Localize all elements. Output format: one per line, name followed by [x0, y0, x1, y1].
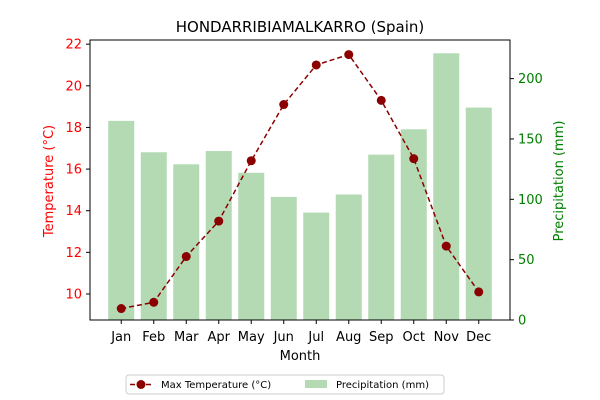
y-right-tick-label: 100: [518, 193, 543, 208]
legend-marker-swatch: [136, 380, 146, 389]
x-tick-label: May: [238, 330, 265, 345]
y-right-tick-label: 50: [518, 253, 535, 268]
x-tick-label: Aug: [336, 330, 361, 345]
temperature-point-jun: [279, 100, 289, 110]
temperature-point-dec: [474, 287, 484, 297]
precipitation-bars: [108, 53, 492, 321]
precipitation-bar-aug: [335, 194, 362, 320]
y-left-tick-label: 16: [65, 163, 82, 178]
x-tick-label: Jan: [110, 330, 131, 345]
x-tick-label: Jun: [273, 330, 294, 345]
x-tick-label: Dec: [466, 330, 491, 345]
precipitation-bar-nov: [433, 53, 460, 320]
y-right-tick-label: 150: [518, 132, 543, 147]
x-tick-label: Nov: [434, 330, 460, 345]
precipitation-bar-may: [238, 172, 265, 320]
y-right-tick-label: 0: [518, 314, 526, 329]
x-tick-label: Oct: [403, 330, 425, 345]
y-left-tick-label: 14: [65, 204, 82, 219]
precipitation-bar-mar: [173, 164, 200, 320]
precipitation-bar-sep: [368, 154, 395, 320]
temperature-point-nov: [441, 241, 451, 251]
temperature-line: [116, 50, 484, 314]
y-left-tick-label: 12: [65, 246, 82, 261]
y-right-tick-label: 200: [518, 72, 543, 87]
x-tick-label: Apr: [208, 330, 231, 345]
x-tick-label: Mar: [174, 330, 199, 345]
y-left-tick-label: 20: [65, 79, 82, 94]
precipitation-bar-feb: [140, 152, 167, 320]
precipitation-bar-jan: [108, 120, 135, 321]
x-axis-label: Month: [280, 349, 321, 364]
precipitation-bar-jun: [270, 196, 297, 320]
legend-entry-precipitation: Precipitation (mm): [336, 380, 429, 391]
chart-title: HONDARRIBIAMALKARRO (Spain): [176, 18, 425, 36]
precipitation-bar-jul: [303, 212, 330, 320]
y-axis-right-label: Precipitation (mm): [552, 121, 567, 242]
temperature-point-jul: [311, 60, 321, 70]
legend-entry-temperature: Max Temperature (°C): [161, 380, 271, 391]
temperature-polyline: [121, 53, 480, 310]
plot-frame: [89, 39, 511, 321]
y-left-tick-label: 18: [65, 121, 82, 136]
y-axis-left-label: Temperature (°C): [42, 125, 57, 238]
temperature-point-apr: [214, 216, 224, 226]
temperature-point-feb: [149, 297, 159, 307]
temperature-point-may: [246, 156, 256, 166]
temperature-point-aug: [344, 50, 354, 60]
x-tick-label: Jul: [307, 330, 324, 345]
x-tick-label: Sep: [369, 330, 394, 345]
temperature-point-sep: [376, 95, 386, 105]
x-tick-label: Feb: [142, 330, 165, 345]
y-left-tick-label: 22: [65, 38, 82, 53]
axes: 10 12 14 16 18 20 22 0 50 100 150 200 Jan Feb Mar Apr Ma…: [65, 38, 542, 345]
legend: Max Temperature (°C) Precipitation (mm): [125, 374, 445, 395]
legend-bar-swatch: [305, 380, 327, 388]
y-left-tick-label: 10: [65, 287, 82, 302]
temperature-point-mar: [181, 252, 191, 262]
legend-frame: [125, 374, 445, 395]
temperature-point-oct: [409, 154, 419, 164]
precipitation-bar-apr: [205, 151, 232, 320]
temperature-point-jan: [116, 304, 126, 314]
precipitation-bar-dec: [465, 107, 492, 320]
